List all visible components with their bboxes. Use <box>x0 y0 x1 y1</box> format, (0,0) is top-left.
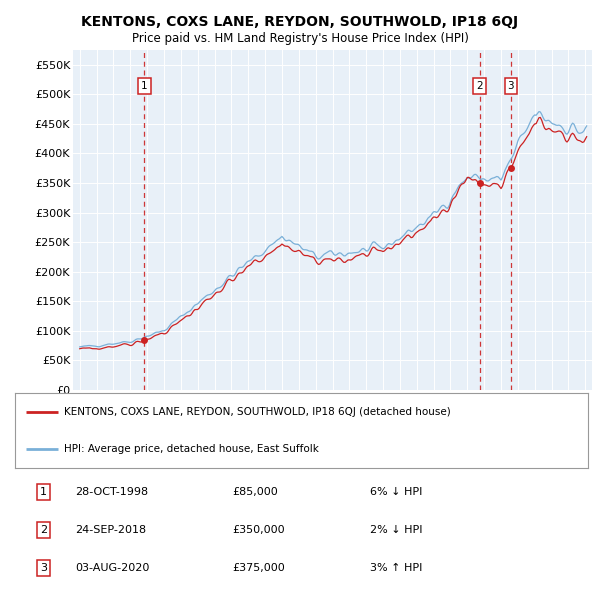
Text: 03-AUG-2020: 03-AUG-2020 <box>75 563 149 573</box>
Text: 28-OCT-1998: 28-OCT-1998 <box>75 487 148 497</box>
Text: 6% ↓ HPI: 6% ↓ HPI <box>370 487 422 497</box>
Text: 2% ↓ HPI: 2% ↓ HPI <box>370 525 423 535</box>
Text: 3% ↑ HPI: 3% ↑ HPI <box>370 563 422 573</box>
Text: 3: 3 <box>508 81 514 91</box>
Text: HPI: Average price, detached house, East Suffolk: HPI: Average price, detached house, East… <box>64 444 319 454</box>
Text: 3: 3 <box>40 563 47 573</box>
Text: 1: 1 <box>40 487 47 497</box>
Text: KENTONS, COXS LANE, REYDON, SOUTHWOLD, IP18 6QJ (detached house): KENTONS, COXS LANE, REYDON, SOUTHWOLD, I… <box>64 407 451 417</box>
Text: 1: 1 <box>141 81 148 91</box>
Text: £350,000: £350,000 <box>233 525 286 535</box>
Text: £85,000: £85,000 <box>233 487 278 497</box>
Text: 2: 2 <box>476 81 483 91</box>
Text: KENTONS, COXS LANE, REYDON, SOUTHWOLD, IP18 6QJ: KENTONS, COXS LANE, REYDON, SOUTHWOLD, I… <box>82 15 518 29</box>
Text: Price paid vs. HM Land Registry's House Price Index (HPI): Price paid vs. HM Land Registry's House … <box>131 32 469 45</box>
Text: 24-SEP-2018: 24-SEP-2018 <box>75 525 146 535</box>
Text: 2: 2 <box>40 525 47 535</box>
Text: £375,000: £375,000 <box>233 563 286 573</box>
